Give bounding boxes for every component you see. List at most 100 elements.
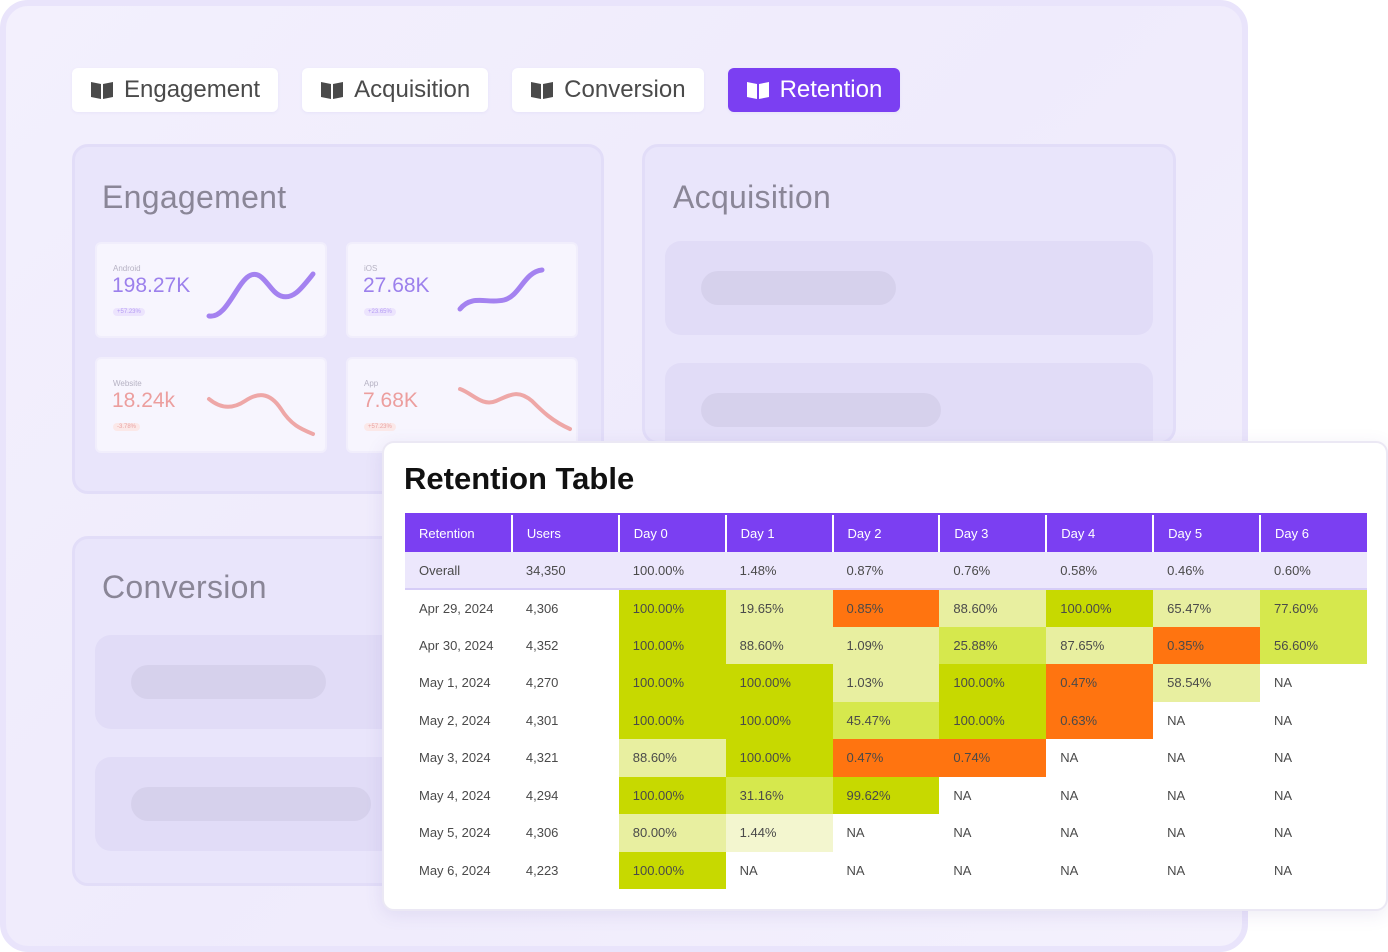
table-cell: 0.76% [939, 552, 1047, 590]
column-header[interactable]: Day 6 [1259, 513, 1367, 552]
column-header[interactable]: Users [510, 513, 619, 552]
retention-cell: NA [1274, 862, 1293, 878]
users-cell: 4,306 [525, 600, 559, 616]
table-cell: 1.48% [725, 552, 833, 590]
metric-label: Android [113, 264, 141, 273]
metric-label: App [364, 379, 379, 388]
retention-cell: NA [1060, 862, 1079, 878]
column-header[interactable]: Day 0 [617, 513, 726, 552]
cohort-date-cell: May 3, 2024 [419, 750, 491, 766]
users-cell: 4,321 [525, 750, 559, 766]
table-row: May 6, 2024 4,223 100.00% NA NA NA NA NA NA [405, 851, 1367, 889]
metric-card-app[interactable]: App 7.68K +57.23% [346, 357, 578, 453]
retention-cell: 65.47% [1153, 589, 1260, 627]
book-icon [320, 80, 344, 100]
users-cell: 4,270 [525, 675, 559, 691]
table-row: May 5, 2024 4,306 80.00% 1.44% NA NA NA NA NA [405, 814, 1367, 852]
retention-cell: NA [739, 862, 758, 878]
retention-cell: NA [1060, 750, 1079, 766]
tab-acquisition[interactable]: Acquisition [302, 68, 489, 112]
retention-cell: NA [1274, 825, 1293, 841]
table-cell: 0.46% [1153, 552, 1260, 590]
retention-cell: 19.65% [725, 589, 833, 627]
retention-cell: 0.74% [939, 739, 1047, 777]
retention-cell: 58.54% [1153, 664, 1260, 702]
retention-cell: NA [1274, 675, 1293, 691]
retention-cell: 100.00% [618, 626, 726, 664]
metric-value: 198.27K [112, 274, 191, 297]
cohort-date-cell: May 4, 2024 [419, 787, 491, 803]
metric-card-website[interactable]: Website 18.24k -3.78% [95, 357, 327, 453]
placeholder-pill [131, 665, 326, 699]
column-header[interactable]: Day 3 [938, 513, 1047, 552]
column-header[interactable]: Day 4 [1045, 513, 1154, 552]
retention-cell: 56.60% [1260, 626, 1367, 664]
metric-change-badge: +57.23% [113, 308, 145, 316]
retention-cell: 45.47% [832, 701, 940, 739]
tab-label: Retention [779, 76, 883, 103]
placeholder-pill [131, 787, 371, 821]
retention-cell: 31.16% [725, 776, 833, 814]
cohort-date-cell: May 6, 2024 [419, 862, 491, 878]
retention-cell: 88.60% [725, 626, 833, 664]
column-header[interactable]: Day 2 [831, 513, 940, 552]
placeholder-block [95, 757, 425, 851]
column-header[interactable]: Day 5 [1152, 513, 1260, 552]
retention-cell: 100.00% [618, 664, 726, 702]
sparkline [206, 271, 316, 319]
retention-cell: 99.62% [832, 776, 940, 814]
table-header-row: Retention Users Day 0 Day 1 Day 2 Day 3 … [405, 513, 1367, 552]
retention-cell: NA [1274, 712, 1293, 728]
retention-cell: NA [1167, 712, 1186, 728]
retention-cell: NA [1060, 787, 1079, 803]
tab-label: Acquisition [354, 76, 471, 103]
tab-retention[interactable]: Retention [727, 68, 901, 112]
retention-cell: 0.47% [832, 739, 940, 777]
retention-cell: 25.88% [939, 626, 1047, 664]
table-cell: 34,350 [511, 552, 619, 590]
retention-cell: NA [953, 862, 972, 878]
retention-cell: 100.00% [939, 664, 1047, 702]
metric-value: 18.24k [112, 389, 176, 412]
retention-cell: 80.00% [618, 814, 726, 852]
retention-cell: NA [846, 862, 865, 878]
table-row: May 4, 2024 4,294 100.00% 31.16% 99.62% NA NA N… [405, 776, 1367, 814]
table-row: May 2, 2024 4,301 100.00% 100.00% 45.47% 100.… [405, 701, 1367, 739]
retention-cell: 77.60% [1260, 589, 1367, 627]
metric-label: iOS [364, 264, 378, 273]
column-header[interactable]: Retention [405, 513, 512, 552]
retention-cell: 100.00% [618, 701, 726, 739]
retention-cell: 0.47% [1046, 664, 1154, 702]
users-cell: 4,294 [525, 787, 559, 803]
retention-cell: 0.63% [1046, 701, 1154, 739]
retention-cell: 100.00% [618, 589, 726, 627]
retention-cell: 100.00% [1046, 589, 1154, 627]
conversion-title: Conversion [102, 569, 267, 605]
retention-cell: NA [1167, 862, 1186, 878]
metric-card-ios[interactable]: iOS 27.68K +23.65% [346, 242, 578, 338]
table-cell: 0.58% [1046, 552, 1154, 590]
retention-cell: NA [1167, 825, 1186, 841]
retention-cell: NA [1060, 825, 1079, 841]
engagement-title: Engagement [102, 179, 287, 215]
tab-conversion[interactable]: Conversion [512, 68, 704, 112]
retention-cell: 1.44% [725, 814, 833, 852]
tab-engagement[interactable]: Engagement [72, 68, 279, 112]
metric-card-android[interactable]: Android 198.27K +57.23% [95, 242, 327, 338]
tab-label: Conversion [564, 76, 686, 103]
placeholder-pill [701, 271, 896, 305]
column-header[interactable]: Day 1 [724, 513, 833, 552]
overall-row: Overall 34,350 100.00% 1.48% 0.87% 0.76%… [405, 552, 1367, 590]
retention-cell: NA [1167, 787, 1186, 803]
retention-cell: 87.65% [1046, 626, 1154, 664]
retention-cell: 100.00% [939, 701, 1047, 739]
table-row: May 3, 2024 4,321 88.60% 100.00% 0.47% 0.74% N… [405, 739, 1367, 777]
retention-cell: 1.03% [832, 664, 940, 702]
sparkline [457, 267, 545, 312]
metric-change-badge: +23.65% [364, 308, 396, 316]
table-row: May 1, 2024 4,270 100.00% 100.00% 1.03% 100.0… [405, 664, 1367, 702]
table-cell: 0.87% [832, 552, 940, 590]
users-cell: 4,223 [525, 862, 559, 878]
conversion-card: Conversion [72, 536, 432, 886]
retention-cell: 100.00% [618, 851, 726, 889]
